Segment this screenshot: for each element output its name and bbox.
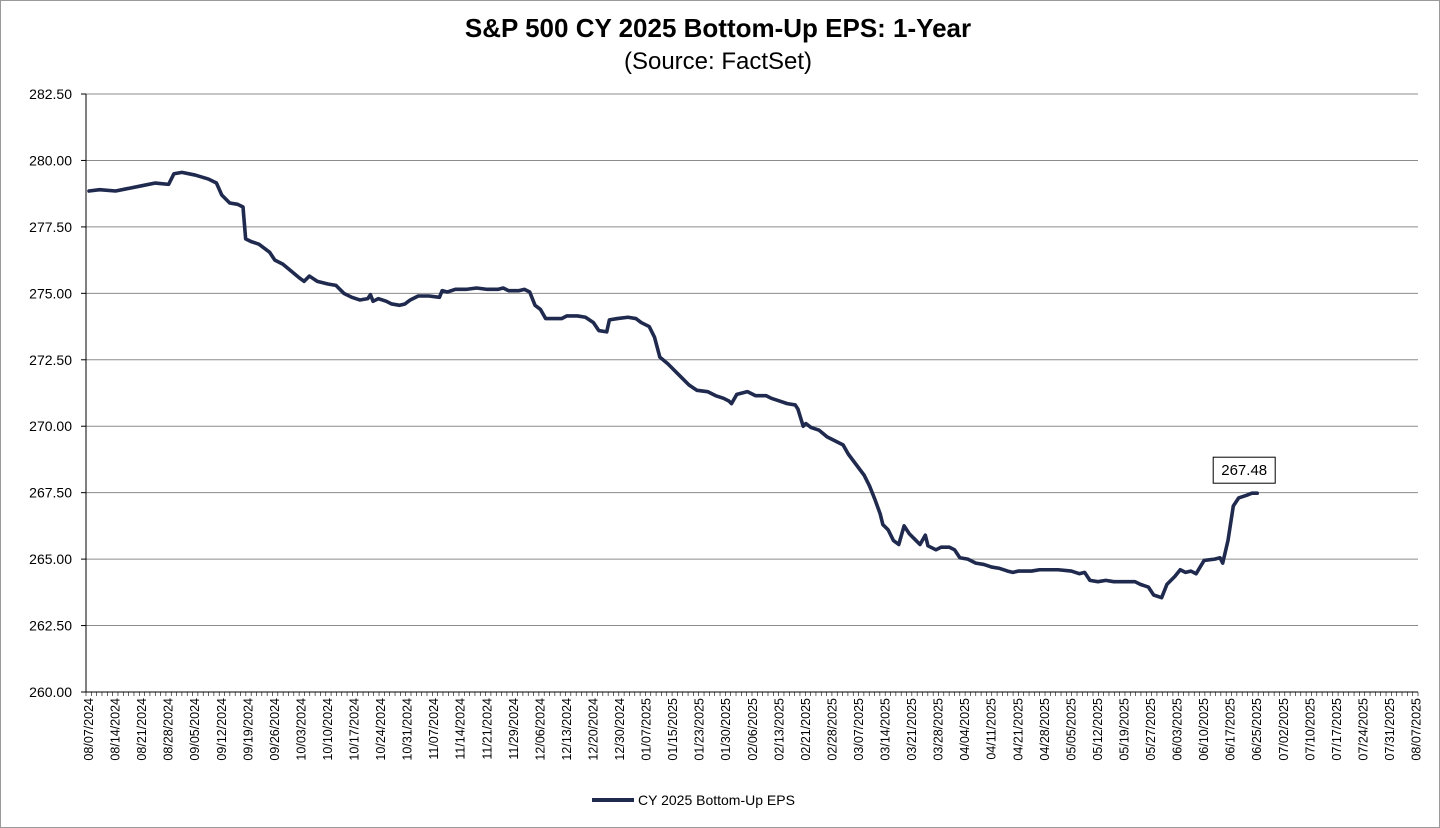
x-tick-label: 03/28/2025 [932,698,946,761]
y-tick-label: 272.50 [29,352,72,368]
x-tick-label: 03/14/2025 [879,698,893,761]
x-tick-label: 06/17/2025 [1224,698,1238,761]
x-tick-label: 06/03/2025 [1171,698,1185,761]
x-tick-label: 07/31/2025 [1383,698,1397,761]
y-tick-label: 265.00 [29,551,72,567]
x-tick-label: 04/21/2025 [1011,698,1025,761]
x-tick-label: 08/14/2024 [109,698,123,761]
x-tick-label: 08/07/2025 [1410,698,1424,761]
x-tick-label: 10/17/2024 [348,698,362,761]
data-label-box [1212,456,1276,484]
x-tick-label: 03/07/2025 [852,698,866,761]
x-tick-label: 10/24/2024 [374,698,388,761]
x-tick-label: 01/15/2025 [666,698,680,761]
x-tick-label: 11/07/2024 [427,698,441,760]
x-tick-label: 09/12/2024 [215,698,229,761]
x-tick-label: 05/05/2025 [1064,698,1078,761]
chart-subtitle: (Source: FactSet) [624,48,812,75]
x-tick-label: 12/13/2024 [560,698,574,761]
x-tick-label: 11/29/2024 [507,698,521,760]
x-tick-label: 04/04/2025 [958,698,972,761]
x-tick-label: 06/10/2025 [1197,698,1211,761]
x-tick-label: 05/27/2025 [1144,698,1158,761]
x-tick-label: 02/21/2025 [799,698,813,761]
y-axis: 260.00 262.50 265.00 267.50 270.00 272.50 275.… [29,86,87,700]
x-tick-label: 04/11/2025 [985,698,999,760]
y-tick-label: 260.00 [29,684,72,700]
x-tick-label: 09/05/2024 [188,698,202,761]
x-axis: 08/07/2024 08/14/2024 08/21/2024 08/28/2024… [82,691,1424,761]
x-tick-label: 12/20/2024 [586,698,600,761]
y-tick-label: 270.00 [29,418,72,434]
legend-label: CY 2025 Bottom-Up EPS [638,792,795,808]
x-tick-label: 07/24/2025 [1356,698,1370,761]
y-tick-label: 282.50 [29,86,72,102]
x-tick-label: 01/07/2025 [640,698,654,761]
x-tick-label: 06/25/2025 [1250,698,1264,761]
data-label: 267.48 [1221,462,1267,479]
x-tick-label: 02/28/2025 [825,698,839,761]
legend: CY 2025 Bottom-Up EPS [592,792,795,808]
y-tick-label: 267.50 [29,485,72,501]
y-tick-label: 277.50 [29,219,72,235]
x-tick-label: 08/07/2024 [82,698,96,761]
x-tick-label: 05/19/2025 [1117,698,1131,761]
x-tick-label: 10/31/2024 [401,698,415,761]
x-tick-label: 02/06/2025 [746,698,760,761]
x-tick-label: 07/02/2025 [1277,698,1291,761]
x-tick-label: 12/30/2024 [613,698,627,761]
x-tick-label: 04/28/2025 [1038,698,1052,761]
x-tick-label: 01/30/2025 [719,698,733,761]
y-tick-label: 275.00 [29,285,72,301]
y-tick-label: 280.00 [29,152,72,168]
x-tick-label: 07/10/2025 [1303,698,1317,761]
series-layer [87,170,1259,600]
chart-title: S&P 500 CY 2025 Bottom-Up EPS: 1-Year [465,13,971,43]
x-tick-label: 03/21/2025 [905,698,919,761]
x-tick-label: 07/17/2025 [1330,698,1344,761]
x-tick-label: 09/26/2024 [268,698,282,761]
x-tick-label: 02/13/2025 [772,698,786,761]
x-tick-label: 10/10/2024 [321,698,335,761]
x-tick-label: 10/03/2024 [294,698,308,761]
x-tick-label: 09/19/2024 [241,698,255,761]
y-tick-label: 262.50 [29,618,72,634]
x-tick-label: 11/21/2024 [480,698,494,760]
callout-layer: 267.48 [1212,456,1276,484]
series-line [87,170,1259,600]
x-tick-label: 11/14/2024 [454,698,468,760]
x-tick-label: 08/21/2024 [135,698,149,761]
x-tick-label: 08/28/2024 [162,698,176,761]
x-tick-label: 01/23/2025 [693,698,707,761]
x-tick-label: 12/06/2024 [533,698,547,761]
x-tick-label: 05/12/2025 [1091,698,1105,761]
